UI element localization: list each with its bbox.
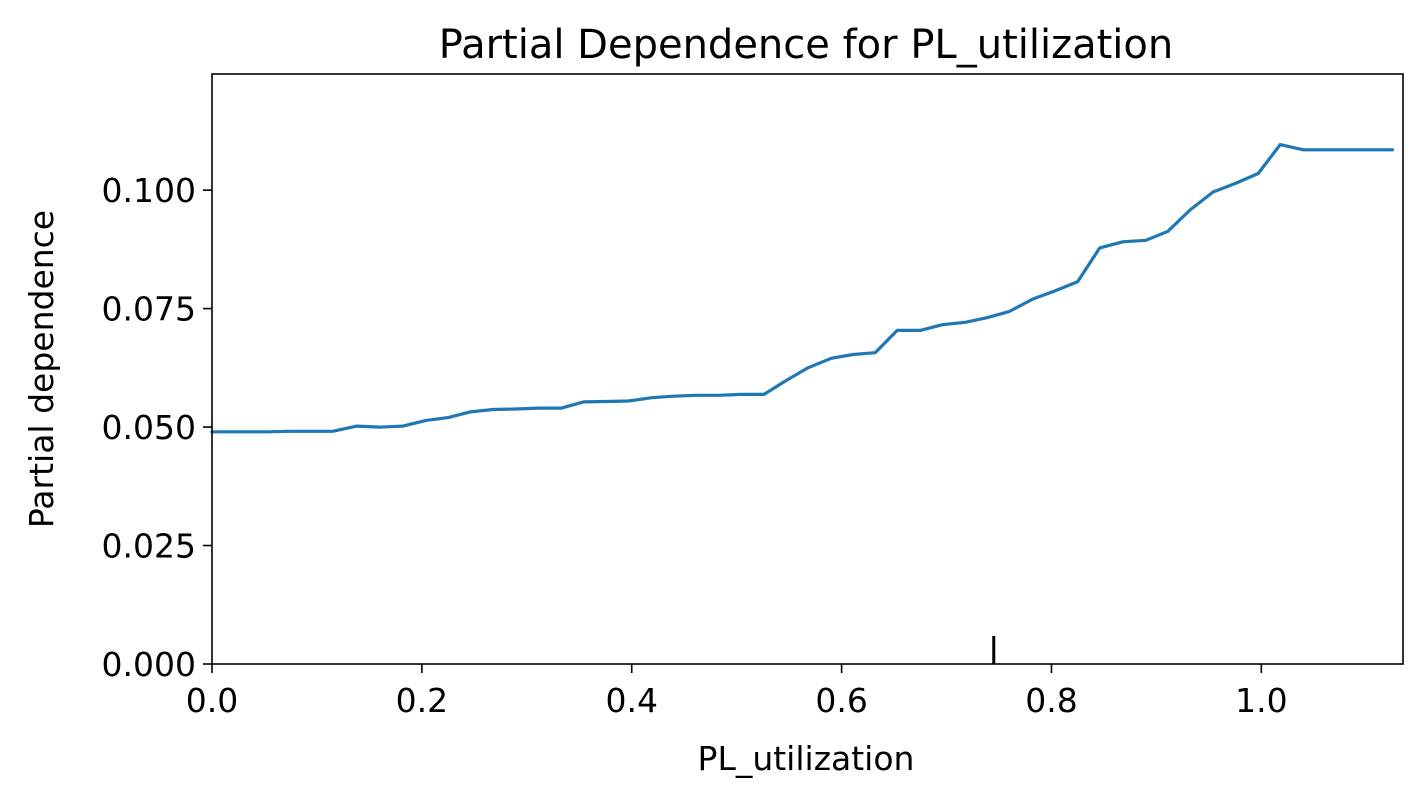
x-axis-label: PL_utilization [698,739,915,778]
x-tick-label-3: 0.6 [815,681,867,720]
y-tick-label-4: 0.100 [102,171,196,210]
y-tick-label-0: 0.000 [102,645,196,684]
x-tick-label-4: 0.8 [1025,681,1077,720]
series-line-0 [210,143,1395,434]
plot-area: 0.0 0.2 0.4 0.6 0.8 1.0 0.000 0.025 0.050 0.075 0.… [102,73,1404,720]
y-tick-label-2: 0.050 [102,408,196,447]
x-tick-label-5: 1.0 [1235,681,1287,720]
x-tick-label-2: 0.4 [605,681,657,720]
chart-title: Partial Dependence for PL_utilization [439,22,1173,68]
x-tick-label-0: 0.0 [186,681,238,720]
y-tick-label-1: 0.025 [102,527,196,566]
y-axis-label: Partial dependence [22,210,61,528]
y-tick-label-3: 0.075 [102,290,196,329]
plot-frame [211,73,1404,665]
x-tick-label-1: 0.2 [396,681,448,720]
